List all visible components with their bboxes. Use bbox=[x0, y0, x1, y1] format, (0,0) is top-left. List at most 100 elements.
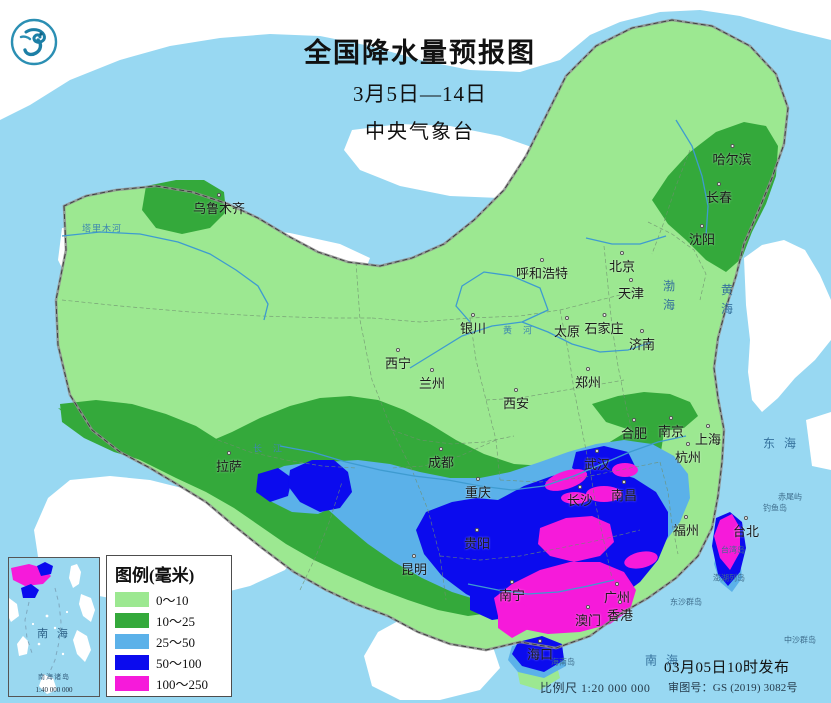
city-label-广州[interactable]: 广州 bbox=[604, 582, 630, 606]
geo-label-塔里木河: 塔里木河 bbox=[81, 223, 123, 234]
city-label-北京[interactable]: 北京 bbox=[609, 251, 635, 275]
legend-swatch bbox=[115, 676, 149, 691]
city-name: 武汉 bbox=[583, 457, 611, 472]
map-approval-number: 审图号：GS (2019) 3082号 bbox=[668, 682, 798, 694]
city-marker-icon bbox=[685, 442, 690, 446]
geo-label-黄 河: 黄 河 bbox=[502, 325, 534, 336]
legend-label: 50～100 bbox=[156, 656, 202, 671]
city-label-海口[interactable]: 海口 bbox=[527, 639, 553, 663]
city-name: 南昌 bbox=[610, 488, 638, 503]
legend-item: 50～100 bbox=[115, 652, 225, 673]
legend-box: 图例(毫米) 0～10 10～25 25～50 50～100 100～250 bbox=[106, 555, 232, 697]
city-label-乌鲁木齐[interactable]: 乌鲁木齐 bbox=[193, 193, 245, 217]
map-scale-text: 比例尺 1:20 000 000 bbox=[540, 681, 651, 695]
city-label-银川[interactable]: 银川 bbox=[460, 313, 486, 337]
geo-label-渤 海: 渤 海 bbox=[661, 279, 676, 313]
city-name: 贵阳 bbox=[463, 536, 491, 551]
city-label-南昌[interactable]: 南昌 bbox=[611, 480, 637, 504]
city-label-南京[interactable]: 南京 bbox=[658, 416, 684, 440]
city-marker-icon bbox=[628, 278, 633, 282]
city-label-杭州[interactable]: 杭州 bbox=[675, 442, 701, 466]
city-label-天津[interactable]: 天津 bbox=[618, 278, 644, 302]
city-label-济南[interactable]: 济南 bbox=[629, 329, 655, 353]
city-marker-icon bbox=[474, 528, 479, 532]
city-name: 上海 bbox=[694, 432, 722, 447]
geo-label-南 海: 南 海 bbox=[644, 653, 682, 668]
city-label-呼和浩特[interactable]: 呼和浩特 bbox=[516, 258, 568, 282]
city-marker-icon bbox=[631, 418, 636, 422]
legend-label: 10～25 bbox=[156, 614, 196, 629]
geo-label-东 海: 东 海 bbox=[762, 436, 800, 451]
legend-label: 25～50 bbox=[156, 635, 196, 650]
forecast-period: 3月5日—14日 bbox=[353, 82, 487, 107]
city-name: 乌鲁木齐 bbox=[192, 201, 246, 216]
city-name: 广州 bbox=[603, 590, 631, 605]
city-label-长沙[interactable]: 长沙 bbox=[567, 485, 593, 509]
city-name: 郑州 bbox=[574, 375, 602, 390]
city-name: 天津 bbox=[617, 286, 645, 301]
city-label-武汉[interactable]: 武汉 bbox=[584, 449, 610, 473]
city-label-合肥[interactable]: 合肥 bbox=[621, 418, 647, 442]
city-label-西宁[interactable]: 西宁 bbox=[385, 348, 411, 372]
city-name: 西宁 bbox=[384, 356, 412, 371]
geo-label-长 江: 长 江 bbox=[252, 443, 284, 454]
city-marker-icon bbox=[668, 416, 673, 420]
city-marker-icon bbox=[539, 258, 544, 262]
inset-sea-label: 南 海 bbox=[37, 627, 71, 640]
city-label-郑州[interactable]: 郑州 bbox=[575, 367, 601, 391]
city-label-沈阳[interactable]: 沈阳 bbox=[689, 224, 715, 248]
city-marker-icon bbox=[216, 193, 221, 197]
city-marker-icon bbox=[617, 600, 622, 604]
city-label-哈尔滨[interactable]: 哈尔滨 bbox=[712, 144, 752, 168]
city-name: 香港 bbox=[606, 608, 634, 623]
city-label-太原[interactable]: 太原 bbox=[554, 316, 580, 340]
legend-swatch bbox=[115, 634, 149, 649]
city-label-昆明[interactable]: 昆明 bbox=[401, 554, 427, 578]
city-name: 银川 bbox=[459, 321, 487, 336]
city-name: 西安 bbox=[502, 396, 530, 411]
geo-label-澎湖列岛: 澎湖列岛 bbox=[713, 573, 745, 583]
city-marker-icon bbox=[537, 639, 542, 643]
province-borders bbox=[61, 149, 707, 601]
city-name: 拉萨 bbox=[215, 459, 243, 474]
city-label-澳门[interactable]: 澳门 bbox=[575, 605, 601, 629]
city-label-上海[interactable]: 上海 bbox=[695, 424, 721, 448]
city-label-成都[interactable]: 成都 bbox=[428, 447, 454, 471]
city-label-兰州[interactable]: 兰州 bbox=[419, 368, 445, 392]
city-name: 南京 bbox=[657, 424, 685, 439]
city-marker-icon bbox=[411, 554, 416, 558]
city-label-长春[interactable]: 长春 bbox=[706, 182, 732, 206]
issuing-organization: 中央气象台 bbox=[365, 121, 475, 144]
geo-label-台湾岛: 台湾岛 bbox=[721, 545, 745, 555]
city-name: 北京 bbox=[608, 259, 636, 274]
geo-label-赤尾屿: 赤尾屿 bbox=[778, 492, 802, 502]
city-marker-icon bbox=[585, 367, 590, 371]
city-label-拉萨[interactable]: 拉萨 bbox=[216, 451, 242, 475]
legend-label: 0～10 bbox=[156, 593, 189, 608]
legend-swatch bbox=[115, 613, 149, 628]
city-name: 长沙 bbox=[566, 493, 594, 508]
city-label-西安[interactable]: 西安 bbox=[503, 388, 529, 412]
city-label-台北[interactable]: 台北 bbox=[733, 516, 759, 540]
geo-label-海南岛: 海南岛 bbox=[551, 657, 575, 667]
city-label-石家庄[interactable]: 石家庄 bbox=[584, 313, 624, 337]
city-label-贵阳[interactable]: 贵阳 bbox=[464, 528, 490, 552]
city-marker-icon bbox=[699, 224, 704, 228]
city-name: 太原 bbox=[553, 324, 581, 339]
geo-label-东沙群岛: 东沙群岛 bbox=[670, 597, 702, 607]
city-name: 福州 bbox=[672, 523, 700, 538]
city-marker-icon bbox=[585, 605, 590, 609]
city-name: 昆明 bbox=[400, 562, 428, 577]
city-label-南宁[interactable]: 南宁 bbox=[499, 580, 525, 604]
city-marker-icon bbox=[705, 424, 710, 428]
city-marker-icon bbox=[743, 516, 748, 520]
legend-item: 0～10 bbox=[115, 589, 225, 610]
city-label-福州[interactable]: 福州 bbox=[673, 515, 699, 539]
city-name: 济南 bbox=[628, 337, 656, 352]
city-name: 长春 bbox=[705, 190, 733, 205]
geo-label-钓鱼岛: 钓鱼岛 bbox=[763, 503, 787, 513]
city-label-重庆[interactable]: 重庆 bbox=[465, 477, 491, 501]
city-label-香港[interactable]: 香港 bbox=[607, 600, 633, 624]
